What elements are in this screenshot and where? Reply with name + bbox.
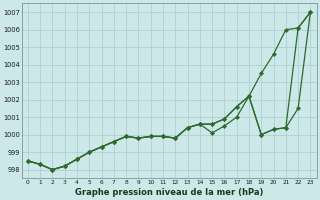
X-axis label: Graphe pression niveau de la mer (hPa): Graphe pression niveau de la mer (hPa)	[75, 188, 263, 197]
